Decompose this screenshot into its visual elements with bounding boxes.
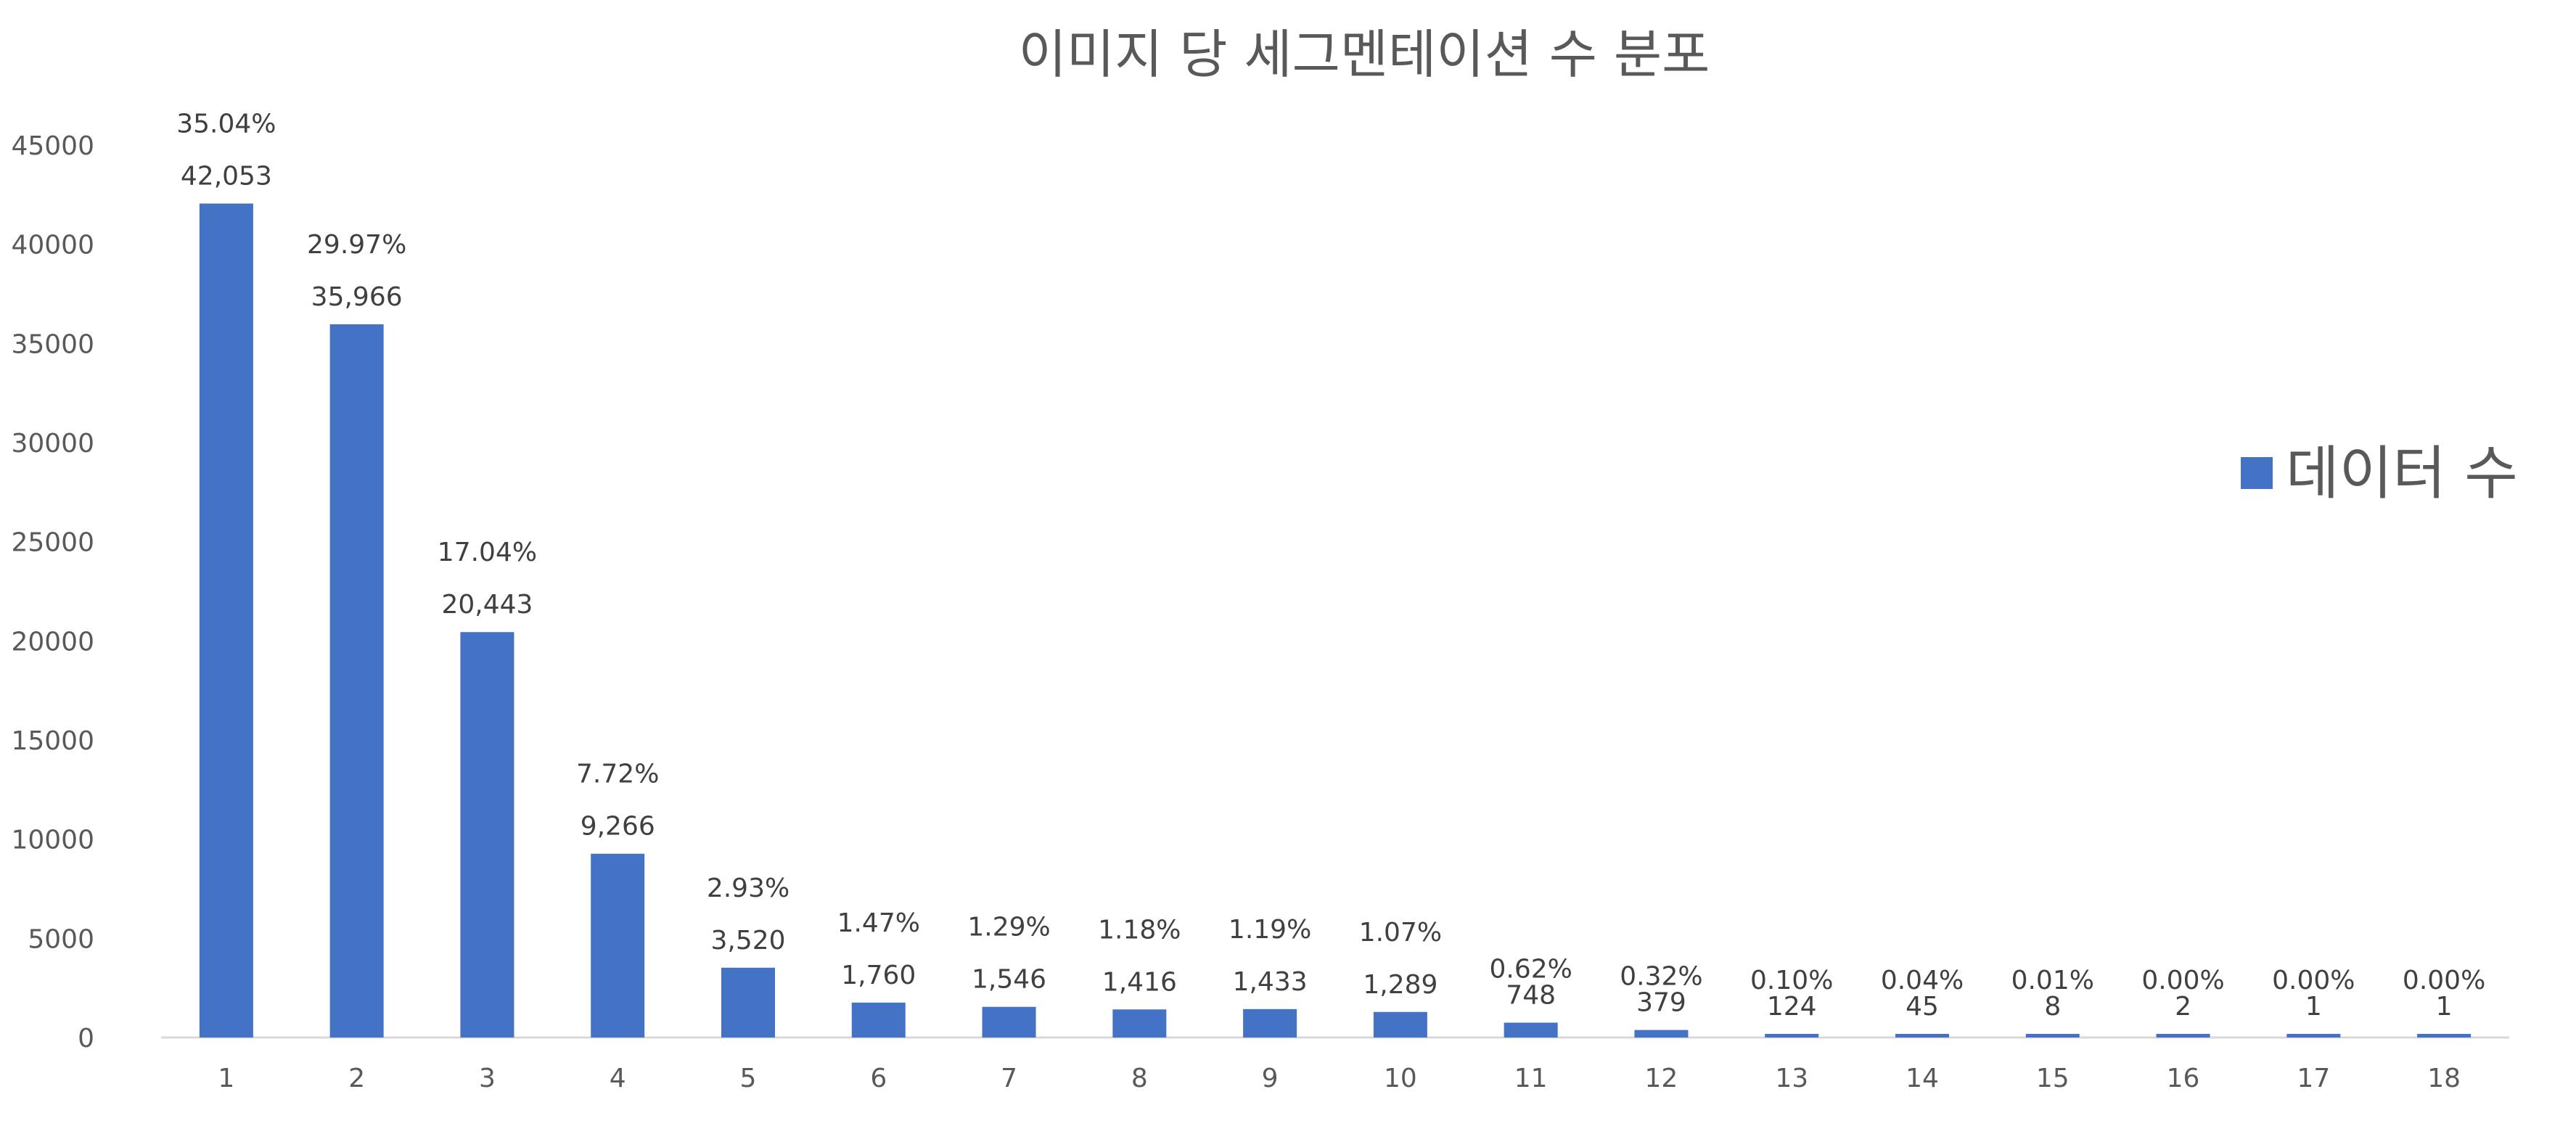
- x-tick-label: 3: [479, 1064, 496, 1093]
- percent-label: 17.04%: [438, 538, 537, 567]
- bar: [2025, 1034, 2080, 1038]
- bar: [2286, 1034, 2341, 1038]
- percent-label: 1.18%: [1098, 915, 1181, 945]
- value-label: 1: [2436, 992, 2453, 1022]
- x-tick-label: 15: [2036, 1064, 2070, 1093]
- percent-label: 0.62%: [1489, 955, 1572, 985]
- percent-label: 0.04%: [1881, 966, 1964, 995]
- value-label: 3,520: [710, 926, 785, 956]
- x-tick-label: 5: [740, 1064, 757, 1093]
- x-tick-label: 6: [870, 1064, 887, 1093]
- percent-label: 0.01%: [2011, 966, 2094, 995]
- bar: [1765, 1034, 1819, 1038]
- value-label: 1: [2305, 992, 2322, 1022]
- x-axis-ticks: 1 2 3 4 5 6 7 8 9 10 11 12 13 14 15 16 17 18: [218, 1064, 2461, 1093]
- percent-label: 0.32%: [1620, 962, 1702, 992]
- bar: [460, 632, 514, 1038]
- percent-label: 1.19%: [1228, 915, 1311, 945]
- bar: [1895, 1034, 1949, 1038]
- value-label: 1,433: [1233, 967, 1308, 997]
- data-labels-group: 42,053 35.04% 35,966 29.97% 20,443 17.04% 9,26…: [176, 110, 2485, 1022]
- bar: [2417, 1034, 2472, 1038]
- bar: [1373, 1011, 1427, 1038]
- y-tick-label: 5000: [28, 924, 94, 954]
- x-tick-label: 7: [1001, 1064, 1017, 1093]
- value-label: 1,760: [841, 961, 916, 990]
- value-label: 8: [2044, 992, 2061, 1022]
- chart-title: 이미지 당 세그멘테이션 수 분포: [1019, 24, 1710, 85]
- y-tick-label: 30000: [11, 429, 94, 459]
- x-tick-label: 14: [1906, 1064, 1939, 1093]
- percent-label: 2.93%: [707, 874, 789, 903]
- x-tick-label: 13: [1775, 1064, 1808, 1093]
- y-tick-label: 0: [78, 1024, 94, 1053]
- x-tick-label: 12: [1645, 1064, 1678, 1093]
- bar: [721, 967, 775, 1038]
- value-label: 42,053: [181, 162, 272, 192]
- bar: [982, 1006, 1036, 1038]
- legend-swatch: [2241, 457, 2273, 489]
- value-label: 379: [1636, 988, 1686, 1018]
- value-label: 9,266: [581, 812, 655, 842]
- x-tick-label: 9: [1262, 1064, 1279, 1093]
- percent-label: 0.00%: [2272, 966, 2355, 995]
- bar: [1112, 1009, 1167, 1038]
- x-tick-label: 8: [1131, 1064, 1148, 1093]
- y-tick-label: 40000: [11, 231, 94, 260]
- value-label: 20,443: [441, 590, 533, 620]
- y-axis-ticks: 0 5000 10000 15000 20000 25000 30000 35000 40000…: [11, 131, 94, 1053]
- x-tick-label: 17: [2297, 1064, 2330, 1093]
- bar: [1634, 1030, 1689, 1038]
- percent-label: 7.72%: [576, 760, 659, 789]
- value-label: 2: [2175, 992, 2191, 1022]
- percent-label: 0.00%: [2141, 966, 2224, 995]
- x-tick-label: 10: [1384, 1064, 1417, 1093]
- bar: [2156, 1034, 2210, 1038]
- y-tick-label: 20000: [11, 627, 94, 657]
- percent-label: 35.04%: [176, 110, 276, 139]
- bars-group: [199, 203, 2472, 1038]
- y-tick-label: 25000: [11, 528, 94, 558]
- bar: [591, 853, 645, 1038]
- percent-label: 1.47%: [837, 908, 920, 938]
- value-label: 1,546: [972, 965, 1046, 995]
- legend-label: 데이터 수: [2286, 440, 2518, 507]
- y-tick-label: 45000: [11, 131, 94, 161]
- percent-label: 0.00%: [2403, 966, 2485, 995]
- x-tick-label: 2: [348, 1064, 365, 1093]
- bar: [199, 203, 253, 1038]
- percent-label: 1.07%: [1359, 918, 1442, 948]
- x-tick-label: 18: [2427, 1064, 2461, 1093]
- x-tick-label: 16: [2167, 1064, 2200, 1093]
- percent-label: 29.97%: [307, 230, 406, 260]
- x-tick-label: 4: [610, 1064, 626, 1093]
- value-label: 748: [1506, 981, 1556, 1011]
- bar: [1243, 1008, 1297, 1038]
- value-label: 124: [1767, 992, 1817, 1022]
- bar: [329, 324, 384, 1038]
- value-label: 35,966: [311, 282, 403, 312]
- bar: [851, 1002, 906, 1038]
- value-label: 1,289: [1363, 970, 1437, 1000]
- y-tick-label: 35000: [11, 329, 94, 359]
- y-tick-label: 15000: [11, 726, 94, 756]
- percent-label: 1.29%: [967, 913, 1050, 942]
- percent-label: 0.10%: [1750, 966, 1833, 995]
- x-tick-label: 11: [1514, 1064, 1548, 1093]
- legend: 데이터 수: [2241, 440, 2518, 507]
- y-tick-label: 10000: [11, 826, 94, 855]
- x-tick-label: 1: [218, 1064, 234, 1093]
- bar: [1504, 1022, 1558, 1038]
- value-label: 1,416: [1102, 967, 1177, 997]
- value-label: 45: [1906, 992, 1939, 1022]
